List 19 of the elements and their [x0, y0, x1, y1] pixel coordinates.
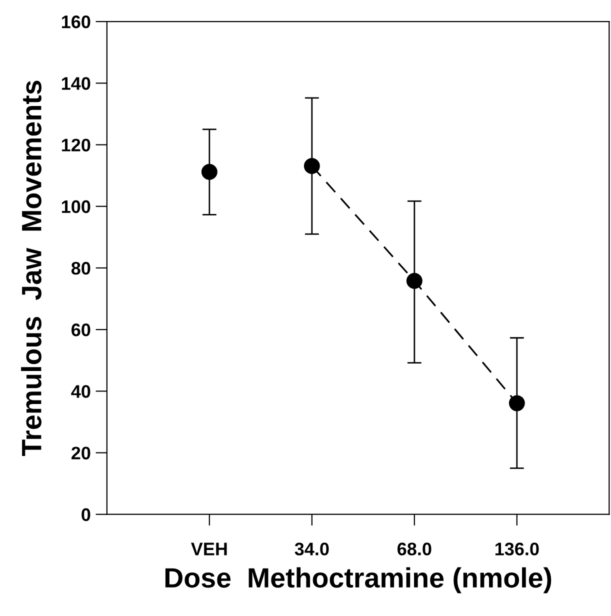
y-tick-label: 120	[62, 138, 90, 152]
x-tick-label: 34.0	[294, 542, 329, 556]
x-tick-label: 68.0	[398, 542, 432, 556]
x-axis-title: Dose Methoctramine (nmole)	[165, 567, 552, 594]
y-tick-label: 60	[72, 323, 90, 336]
y-tick-label: 160	[62, 15, 90, 28]
x-tick-label: 136.0	[495, 542, 539, 556]
y-axis-title: Tremulous Jaw Movements	[21, 80, 42, 456]
y-tick-label: 100	[62, 200, 90, 214]
point	[508, 395, 525, 412]
y-tick-label: 40	[71, 385, 90, 398]
y-tick-label: 80	[71, 262, 90, 275]
x-tick-label: VEH	[190, 542, 227, 556]
point	[304, 158, 320, 174]
point	[201, 164, 218, 180]
point	[406, 272, 422, 289]
y-tick-label: 140	[62, 77, 90, 90]
y-tick-label: 20	[72, 446, 90, 460]
y-tick-label: 0	[82, 508, 90, 522]
